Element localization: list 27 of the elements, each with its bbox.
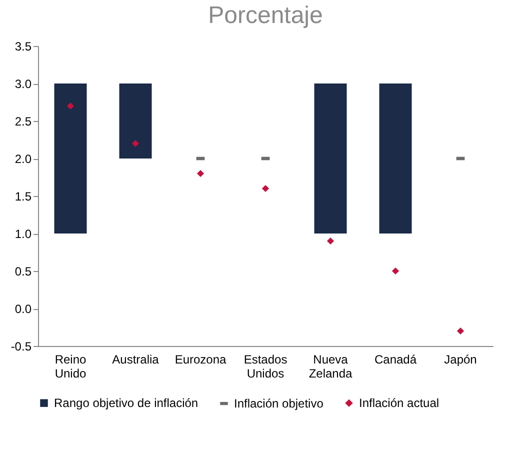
y-tick-label: 3.0: [14, 77, 32, 91]
y-tick-label: 0.5: [14, 264, 32, 278]
x-tick-label: Nueva Zelanda: [308, 352, 353, 380]
point: [196, 170, 204, 178]
y-tick-label: 2.5: [14, 114, 32, 128]
point: [392, 267, 400, 275]
legend-label: Inflación actual: [359, 396, 440, 410]
x-tick-label: Australia: [112, 352, 160, 366]
legend-label: Rango objetivo de inflación: [54, 396, 198, 410]
legend-label: Inflación objetivo: [234, 396, 324, 410]
point: [132, 140, 140, 148]
point: [262, 184, 270, 192]
y-tick-label: 0.0: [14, 302, 32, 316]
point: [456, 327, 464, 335]
point: [66, 102, 74, 110]
point: [326, 237, 334, 245]
y-tick-label: 3.5: [14, 40, 32, 54]
x-tick-label: Japón: [444, 352, 477, 366]
y-tick-label: -0.5: [10, 340, 32, 354]
y-tick-label: 1.0: [14, 227, 32, 241]
x-tick-label: Canadá: [374, 352, 417, 366]
y-tick-label: 2.0: [14, 152, 32, 166]
x-tick-label: Estados Unidos: [244, 352, 288, 380]
chart-title: Porcentaje: [208, 2, 323, 29]
y-tick-label: 1.5: [14, 190, 32, 204]
x-tick-label: Eurozona: [174, 352, 227, 366]
x-tick-label: Reino Unido: [54, 352, 86, 380]
